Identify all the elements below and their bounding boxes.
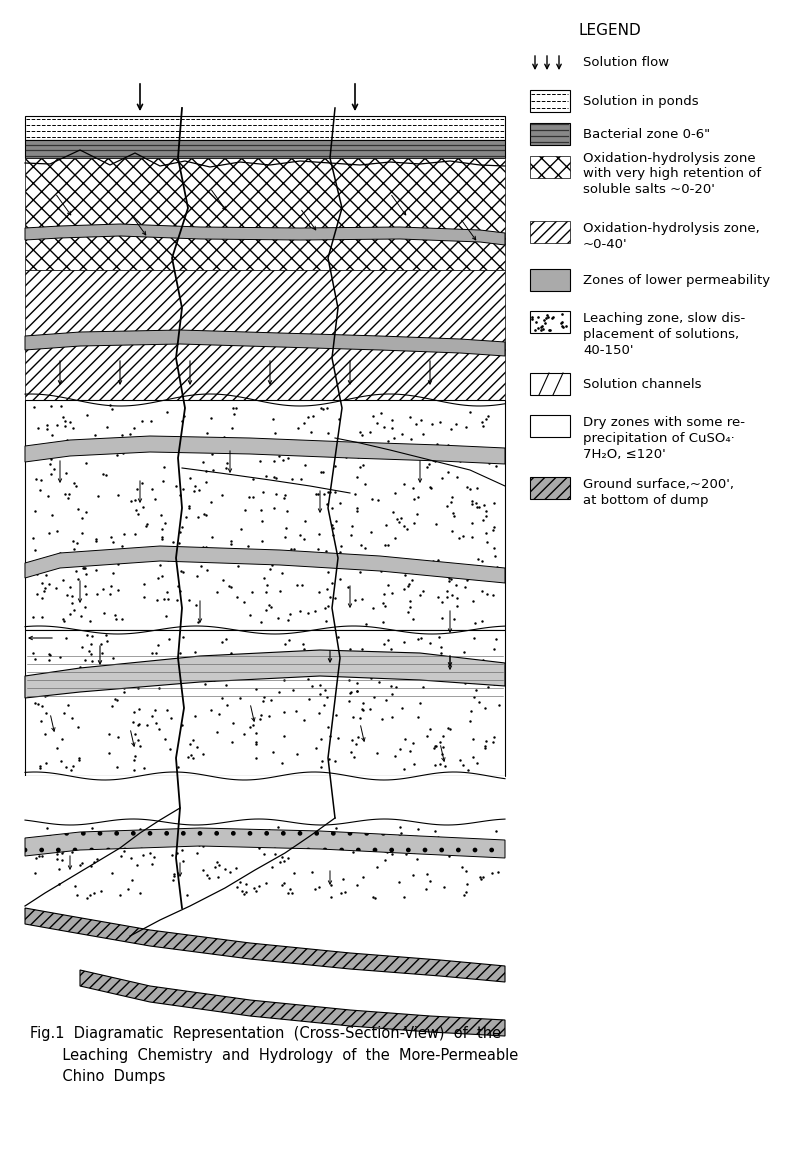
Bar (25, 630, 505, 776)
Bar (25, 400, 505, 630)
Polygon shape (25, 437, 505, 464)
Bar (530, 156, 570, 178)
Bar (25, 776, 505, 822)
Text: soluble salts ~0-20': soluble salts ~0-20' (583, 183, 715, 196)
Text: precipitation of CuSO₄·: precipitation of CuSO₄· (583, 432, 734, 445)
Text: 7H₂O, ≤120': 7H₂O, ≤120' (583, 448, 666, 461)
Bar (25, 822, 505, 903)
Text: Solution channels: Solution channels (583, 378, 702, 390)
Bar (25, 270, 505, 400)
Bar (530, 221, 570, 243)
Text: LEGEND: LEGEND (578, 23, 642, 38)
Polygon shape (25, 223, 505, 245)
Bar (530, 269, 570, 291)
Polygon shape (25, 547, 505, 582)
Text: Ground surface,~200',: Ground surface,~200', (583, 478, 734, 491)
Text: Oxidation-hydrolysis zone,: Oxidation-hydrolysis zone, (583, 222, 760, 235)
Bar (530, 123, 570, 145)
Text: at bottom of dump: at bottom of dump (583, 494, 709, 507)
Text: Fig.1  Diagramatic  Representation  (Cross-Section-View)  of  the
       Leachin: Fig.1 Diagramatic Representation (Cross-… (30, 1026, 518, 1084)
Text: Zones of lower permeability: Zones of lower permeability (583, 273, 770, 286)
Bar (530, 90, 570, 112)
Text: placement of solutions,: placement of solutions, (583, 328, 739, 340)
Text: Solution flow: Solution flow (583, 57, 669, 69)
Text: with very high retention of: with very high retention of (583, 167, 761, 179)
Polygon shape (80, 970, 505, 1036)
Bar (530, 373, 570, 395)
Bar (530, 415, 570, 437)
Text: Oxidation-hydrolysis zone: Oxidation-hydrolysis zone (583, 152, 756, 164)
Text: 40-150': 40-150' (583, 344, 634, 357)
Polygon shape (25, 828, 505, 858)
Text: Dry zones with some re-: Dry zones with some re- (583, 416, 745, 428)
Bar (25, 116, 505, 140)
Polygon shape (25, 650, 505, 698)
Bar (25, 140, 505, 157)
Bar (530, 312, 570, 334)
Bar (25, 157, 505, 270)
Text: ~0-40': ~0-40' (583, 239, 628, 251)
Text: Leaching zone, slow dis-: Leaching zone, slow dis- (583, 312, 746, 325)
Polygon shape (25, 908, 505, 982)
Polygon shape (25, 330, 505, 356)
Text: Solution in ponds: Solution in ponds (583, 95, 698, 108)
Bar (530, 477, 570, 499)
Text: Bacterial zone 0-6": Bacterial zone 0-6" (583, 127, 710, 140)
